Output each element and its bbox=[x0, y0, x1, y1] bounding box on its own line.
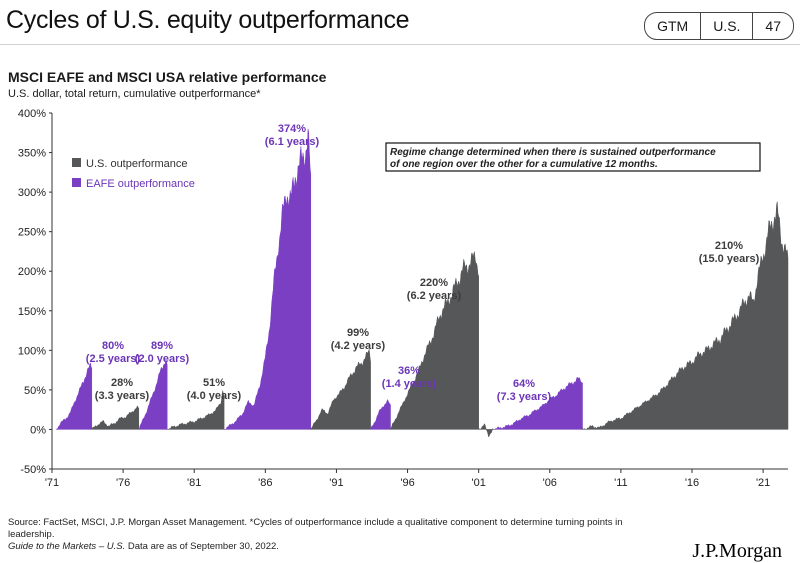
x-tick-label: '71 bbox=[45, 477, 59, 489]
badge-region: U.S. bbox=[701, 13, 754, 39]
y-tick-label: 350% bbox=[18, 148, 46, 160]
y-tick-label: -50% bbox=[20, 464, 46, 476]
y-tick-label: 300% bbox=[18, 187, 46, 199]
x-tick-label: '81 bbox=[187, 477, 201, 489]
us-outperformance-area bbox=[310, 349, 371, 430]
us-outperformance-area bbox=[478, 423, 494, 438]
chart-subtitle: U.S. dollar, total return, cumulative ou… bbox=[8, 88, 261, 100]
y-tick-label: 250% bbox=[18, 227, 46, 239]
cycle-duration-label: (4.0 years) bbox=[187, 390, 242, 402]
jpmorgan-logo: J.P.Morgan bbox=[692, 540, 782, 562]
y-tick-label: 0% bbox=[30, 424, 46, 436]
cycle-duration-label: (6.2 years) bbox=[407, 290, 462, 302]
us-outperformance-area bbox=[582, 201, 789, 430]
y-tick-label: 400% bbox=[18, 108, 46, 120]
cycle-duration-label: (3.3 years) bbox=[95, 390, 150, 402]
gtm-badge: GTM U.S. 47 bbox=[644, 12, 794, 40]
badge-page-number: 47 bbox=[765, 18, 781, 34]
cycle-peak-label: 220% bbox=[420, 277, 448, 289]
y-tick-label: 50% bbox=[24, 385, 46, 397]
y-tick-label: 150% bbox=[18, 306, 46, 318]
y-tick-label: 100% bbox=[18, 345, 46, 357]
cycle-peak-label: 80% bbox=[102, 340, 124, 352]
footnote-date: Guide to the Markets – U.S. Data are as … bbox=[8, 541, 658, 553]
eafe-outperformance-area bbox=[56, 361, 93, 430]
x-tick-label: '86 bbox=[258, 477, 272, 489]
page-title: Cycles of U.S. equity outperformance bbox=[6, 6, 410, 34]
cycle-peak-label: 99% bbox=[347, 327, 369, 339]
x-tick-label: '11 bbox=[614, 477, 628, 489]
x-tick-label: '06 bbox=[543, 477, 557, 489]
legend-label: U.S. outperformance bbox=[86, 158, 188, 170]
x-tick-label: '21 bbox=[756, 477, 770, 489]
x-tick-label: '91 bbox=[329, 477, 343, 489]
cycle-duration-label: (15.0 years) bbox=[699, 253, 760, 265]
eafe-outperformance-area bbox=[138, 359, 168, 430]
eafe-outperformance-area bbox=[224, 129, 312, 430]
cycle-duration-label: (6.1 years) bbox=[265, 136, 320, 148]
eafe-outperformance-area bbox=[492, 376, 583, 430]
annotation-text-line2: of one region over the other for a cumul… bbox=[390, 159, 658, 170]
annotation-text-line1: Regime change determined when there is s… bbox=[390, 147, 716, 158]
cycle-peak-label: 36% bbox=[398, 365, 420, 377]
us-outperformance-area bbox=[390, 251, 479, 430]
x-tick-label: '01 bbox=[471, 477, 485, 489]
cycle-duration-label: (4.2 years) bbox=[331, 340, 386, 352]
footnote: Source: FactSet, MSCI, J.P. Morgan Asset… bbox=[8, 517, 658, 553]
x-tick-label: '76 bbox=[116, 477, 130, 489]
header-divider bbox=[0, 44, 800, 45]
cycle-peak-label: 89% bbox=[151, 340, 173, 352]
x-tick-label: '16 bbox=[685, 477, 699, 489]
cycle-peak-label: 374% bbox=[278, 123, 306, 135]
cycle-duration-label: (1.4 years) bbox=[382, 378, 437, 390]
us-outperformance-area bbox=[167, 390, 225, 430]
eafe-outperformance-area bbox=[370, 398, 391, 430]
y-tick-label: 200% bbox=[18, 266, 46, 278]
legend-swatch bbox=[72, 158, 81, 167]
footnote-date-text: Data are as of September 30, 2022. bbox=[125, 541, 279, 552]
cycle-peak-label: 64% bbox=[513, 378, 535, 390]
annotation-box bbox=[385, 142, 761, 172]
cycle-peak-label: 51% bbox=[203, 377, 225, 389]
x-tick-label: '96 bbox=[400, 477, 414, 489]
legend-swatch bbox=[72, 178, 81, 187]
cycle-peak-label: 28% bbox=[111, 377, 133, 389]
footnote-guide-title: Guide to the Markets – U.S. bbox=[8, 541, 126, 552]
us-outperformance-area bbox=[91, 405, 140, 430]
cycle-duration-label: (7.3 years) bbox=[497, 391, 552, 403]
legend-label: EAFE outperformance bbox=[86, 178, 195, 190]
cycle-duration-label: (2.5 years) bbox=[86, 353, 141, 365]
footnote-source: Source: FactSet, MSCI, J.P. Morgan Asset… bbox=[8, 517, 623, 540]
cycle-peak-label: 210% bbox=[715, 240, 743, 252]
chart-title: MSCI EAFE and MSCI USA relative performa… bbox=[8, 69, 327, 85]
badge-gtm: GTM bbox=[645, 13, 702, 39]
cycle-duration-label: (2.0 years) bbox=[135, 353, 190, 365]
